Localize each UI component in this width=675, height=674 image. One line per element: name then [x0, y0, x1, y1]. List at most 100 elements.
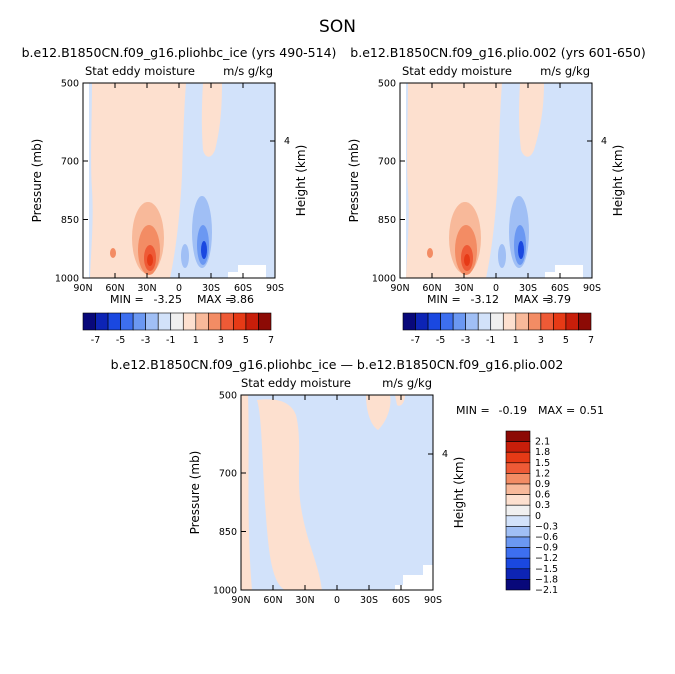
max-value: 0.51	[580, 404, 605, 417]
min-label: MIN =	[427, 293, 461, 306]
colorbar-label: −2.1	[535, 585, 558, 596]
panel-title: b.e12.B1850CN.f09_g16.pliohbc_ice (yrs 4…	[22, 45, 337, 60]
y-axis-label: Pressure (mb)	[347, 139, 361, 223]
colorbar-swatch	[258, 312, 272, 331]
figure-title: SON	[319, 17, 356, 37]
colorbar-swatch	[107, 312, 121, 331]
colorbar-label: -5	[436, 335, 445, 346]
colorbar-label: 0.3	[535, 500, 550, 511]
contour-minor	[181, 244, 189, 268]
contour-field	[83, 83, 275, 278]
axes: 90N 60N 30N 0 30S 60S 90S 500 700 850 1000 4 Pressur…	[188, 391, 466, 607]
colorbar-label: -3	[141, 335, 150, 346]
polar-gap-south	[228, 265, 266, 278]
colorbar: -7 -5 -3 -1 1 3 5 7	[402, 312, 594, 346]
y-tick-label: 850	[219, 527, 237, 538]
colorbar-swatch	[245, 312, 259, 331]
colorbar-label: -1	[166, 335, 175, 346]
colorbar-swatch	[540, 312, 554, 331]
negative-core	[181, 196, 212, 268]
colorbar-label: 3	[218, 335, 224, 346]
colorbar-swatch	[477, 312, 492, 331]
colorbar-swatch	[440, 312, 454, 331]
panel-subtitle-left: Stat eddy moisture	[241, 376, 351, 390]
colorbar-swatch	[502, 312, 517, 331]
polar-gap-south	[395, 565, 433, 590]
contour-level-3	[201, 241, 207, 259]
colorbar-swatch	[120, 312, 134, 331]
colorbar-label: −0.6	[535, 532, 558, 543]
contour-level-4	[464, 254, 470, 266]
x-tick-label: 90N	[73, 283, 92, 294]
x-tick-label: 90S	[583, 283, 601, 294]
colorbar-swatch	[95, 312, 109, 331]
right-axis-label: Height (km)	[611, 145, 625, 216]
colorbar-label: 1	[193, 335, 199, 346]
x-tick-label: 60S	[551, 283, 569, 294]
colorbar-swatch	[505, 451, 531, 464]
colorbar-swatch	[208, 312, 222, 331]
x-tick-label: 30N	[454, 283, 473, 294]
colorbar-label: 1.2	[535, 468, 550, 479]
y-tick-label: 500	[61, 79, 79, 90]
colorbar-label: -7	[411, 335, 420, 346]
y-tick-label: 850	[61, 215, 79, 226]
min-value: -3.25	[154, 293, 182, 306]
max-label: MAX =	[538, 404, 575, 417]
colorbar-swatch	[505, 557, 531, 570]
y-tick-label: 850	[378, 215, 396, 226]
polar-gap-south	[545, 265, 583, 278]
x-tick-label: 30S	[519, 283, 537, 294]
max-label: MAX =	[514, 293, 551, 306]
colorbar-swatch	[145, 312, 159, 331]
colorbar-swatch	[505, 462, 531, 474]
x-tick-label: 60S	[392, 595, 410, 606]
x-tick-label: 30S	[360, 595, 378, 606]
colorbar-label: 0	[535, 511, 541, 522]
contour-minor	[498, 244, 506, 268]
polar-gap	[83, 83, 89, 278]
colorbar-swatch	[505, 483, 531, 495]
colorbar-label: 0.6	[535, 490, 550, 501]
colorbar-swatch	[505, 504, 531, 517]
colorbar-swatch	[505, 494, 531, 506]
min-value: -3.12	[471, 293, 499, 306]
colorbar-label: 5	[563, 335, 569, 346]
x-tick-label: 90S	[266, 283, 284, 294]
colorbar-label: 3	[538, 335, 544, 346]
colorbar-swatch	[505, 526, 531, 538]
patch-4	[366, 395, 391, 430]
panel-subtitle-left: Stat eddy moisture	[85, 64, 195, 78]
panel-plio-002: b.e12.B1850CN.f09_g16.plio.002 (yrs 601-…	[347, 45, 646, 346]
colorbar-label: 5	[243, 335, 249, 346]
y-tick-label: 500	[378, 79, 396, 90]
colorbar-swatch	[415, 312, 429, 331]
y-tick-label: 1000	[213, 586, 237, 597]
min-label: MIN =	[110, 293, 144, 306]
patch-3	[274, 473, 291, 546]
right-axis-label: Height (km)	[452, 457, 466, 528]
positive-core	[427, 202, 481, 275]
colorbar-label: 2.1	[535, 437, 550, 448]
colorbar-label: −1.2	[535, 553, 558, 564]
colorbar-swatch	[505, 579, 531, 591]
panel-title: b.e12.B1850CN.f09_g16.pliohbc_ice — b.e1…	[111, 357, 564, 372]
x-tick-label: 60S	[234, 283, 252, 294]
colorbar-label: -7	[91, 335, 100, 346]
panel-subtitle-right: m/s g/kg	[382, 376, 432, 390]
colorbar-swatch	[465, 312, 479, 331]
colorbar: -7 -5 -3 -1 1 3 5 7	[82, 312, 274, 346]
colorbar-swatch	[505, 473, 531, 485]
colorbar-swatch	[402, 312, 416, 331]
colorbar-swatch	[170, 312, 184, 331]
panel-pliohbc-ice: b.e12.B1850CN.f09_g16.pliohbc_ice (yrs 4…	[22, 45, 337, 346]
colorbar-swatch	[553, 312, 567, 331]
colorbar-swatch	[427, 312, 441, 331]
colorbar-label: −1.8	[535, 574, 558, 585]
x-tick-label: 60N	[263, 595, 282, 606]
x-tick-label: 90N	[390, 283, 409, 294]
colorbar-swatch	[182, 312, 197, 331]
colorbar-label: 1	[513, 335, 519, 346]
colorbar-label: −1.5	[535, 564, 558, 575]
colorbar-swatch	[220, 312, 234, 331]
